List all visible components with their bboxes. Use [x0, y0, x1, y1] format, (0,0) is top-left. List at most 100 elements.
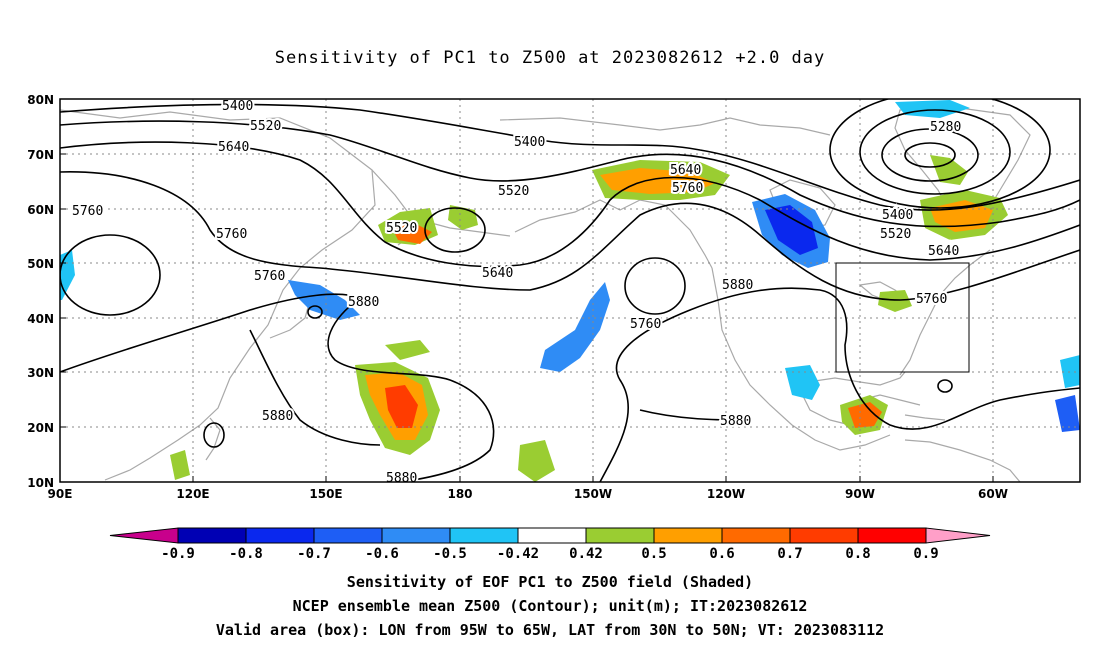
aleutian-coastline [419, 219, 511, 237]
clabel-6: 5760 [216, 227, 247, 242]
clabel-0: 5400 [222, 99, 253, 114]
shade-canada-darkblue [765, 205, 818, 255]
lat-label-10n: 10N [27, 476, 54, 490]
colorbar-swatch [381, 527, 451, 544]
colorbar-tick-label: -0.5 [433, 546, 467, 562]
colorbar: -0.9 -0.8 -0.7 -0.6 -0.5 -0.42 0.42 0.5 0.6 0.7 0.… [109, 527, 991, 562]
shade-equatorial-green [518, 440, 555, 482]
axis-ticks [60, 98, 994, 483]
colorbar-swatch [177, 527, 247, 544]
colorbar-swatch [313, 527, 383, 544]
contour-lo-west [60, 234, 161, 316]
contour-5880 [60, 293, 495, 482]
map-plot-area: 5400 5520 5640 5760 5400 5520 5760 5640 … [60, 99, 1080, 486]
lat-label-50n: 50N [27, 257, 54, 271]
clabel-7: 5640 [482, 266, 513, 281]
clabel-20: 5880 [722, 278, 753, 293]
colorbar-tick-label: -0.6 [365, 546, 399, 562]
contour-small-atl [937, 379, 953, 393]
colorbar-swatch [585, 527, 655, 544]
colorbar-swatch [653, 527, 723, 544]
map-title: Sensitivity of PC1 to Z500 at 2023082612… [274, 48, 826, 68]
clabel-19: 5760 [630, 317, 661, 332]
plot-frame [59, 98, 1081, 483]
latitude-labels: 80N 70N 60N 50N 40N 30N 20N 10N [27, 93, 54, 490]
contour-5880-d [639, 409, 741, 421]
contour-5640 [60, 141, 1080, 268]
clabel-22: 5880 [720, 414, 751, 429]
lat-label-30n: 30N [27, 366, 54, 380]
clabel-23: 5880 [386, 471, 417, 486]
contour-5760 [60, 171, 1080, 301]
colorbar-tick-label: -0.8 [229, 546, 263, 562]
clabel-11: 5280 [930, 120, 961, 135]
shade-sea-green [170, 450, 190, 480]
contour-greenland-low-4 [829, 99, 1051, 209]
contour-greenland-low-2 [881, 128, 979, 182]
lat-label-60n: 60N [27, 203, 54, 217]
shade-kamchatka-orange [392, 222, 432, 244]
clabel-4: 5400 [514, 135, 545, 150]
caption-line-1: Sensitivity of EOF PC1 to Z500 field (Sh… [346, 573, 754, 591]
shade-west-blue [60, 250, 75, 300]
colorbar-swatch [789, 527, 859, 544]
shade-caribbean-orange [848, 402, 882, 428]
caption-line-2: NCEP ensemble mean Z500 (Contour); unit(… [292, 597, 808, 615]
lon-label-150w: 150W [574, 487, 612, 501]
clabel-1: 5520 [250, 119, 281, 134]
contour-5880-b [249, 329, 381, 446]
shade-japan-blue [288, 280, 360, 320]
na-east-coastline [899, 249, 991, 376]
contour-small-japan [307, 305, 323, 319]
clabel-17: 5880 [348, 295, 379, 310]
clabel-10: 5760 [672, 181, 703, 196]
colorbar-swatch [721, 527, 791, 544]
lon-label-180: 180 [447, 487, 472, 501]
sensitivity-shading [60, 100, 1080, 482]
colorbar-tick-label: -0.9 [161, 546, 195, 562]
lat-label-80n: 80N [27, 93, 54, 107]
clabel-5: 5520 [498, 184, 529, 199]
lon-label-120e: 120E [176, 487, 209, 501]
clabel-2: 5640 [218, 140, 249, 155]
shade-greenland-green-north [930, 155, 968, 185]
contour-lo-kam [424, 207, 486, 253]
shade-arctic-blue [895, 100, 970, 118]
valid-area-box [835, 262, 970, 373]
clabel-3: 5760 [72, 204, 103, 219]
lat-lon-grid [60, 99, 1080, 482]
contour-greenland-low-3 [859, 109, 1011, 195]
contour-5880-c [599, 287, 1080, 482]
colorbar-tick-label: -0.42 [497, 546, 539, 562]
colorbar-swatch [857, 527, 927, 544]
colorbar-tick-label: 0.5 [641, 546, 666, 562]
colorbar-tick-label: 0.9 [913, 546, 938, 562]
colorbar-high-extension [925, 527, 991, 544]
asia-coastline [60, 109, 376, 481]
na-west-coastline [711, 267, 891, 451]
alaska-coastline [514, 199, 713, 269]
contour-small-phil [203, 422, 225, 448]
lon-label-150e: 150E [309, 487, 342, 501]
clabel-13: 5520 [880, 227, 911, 242]
shade-pacific-storm-red [385, 385, 418, 428]
shade-greatlakes-green [878, 290, 912, 312]
gulf-coastline [799, 371, 906, 426]
colorbar-tick-label: -0.7 [297, 546, 331, 562]
clabel-8: 5520 [386, 221, 417, 236]
clabel-14: 5640 [928, 244, 959, 259]
colorbar-tick-label: 0.8 [845, 546, 870, 562]
colorbar-tick-label: 0.7 [777, 546, 802, 562]
lon-label-90w: 90W [845, 487, 875, 501]
contour-5520 [60, 120, 1080, 228]
south-america-coastline [904, 439, 1021, 482]
clabel-15: 5760 [916, 292, 947, 307]
colorbar-swatch [245, 527, 315, 544]
lat-label-40n: 40N [27, 312, 54, 326]
lon-label-90e: 90E [48, 487, 73, 501]
shade-midpac-green [385, 340, 430, 360]
z500-contours [60, 99, 1080, 482]
colorbar-tick-label: 0.42 [569, 546, 603, 562]
longitude-labels: 90E 120E 150E 180 150W 120W 90W 60W [48, 487, 1008, 501]
